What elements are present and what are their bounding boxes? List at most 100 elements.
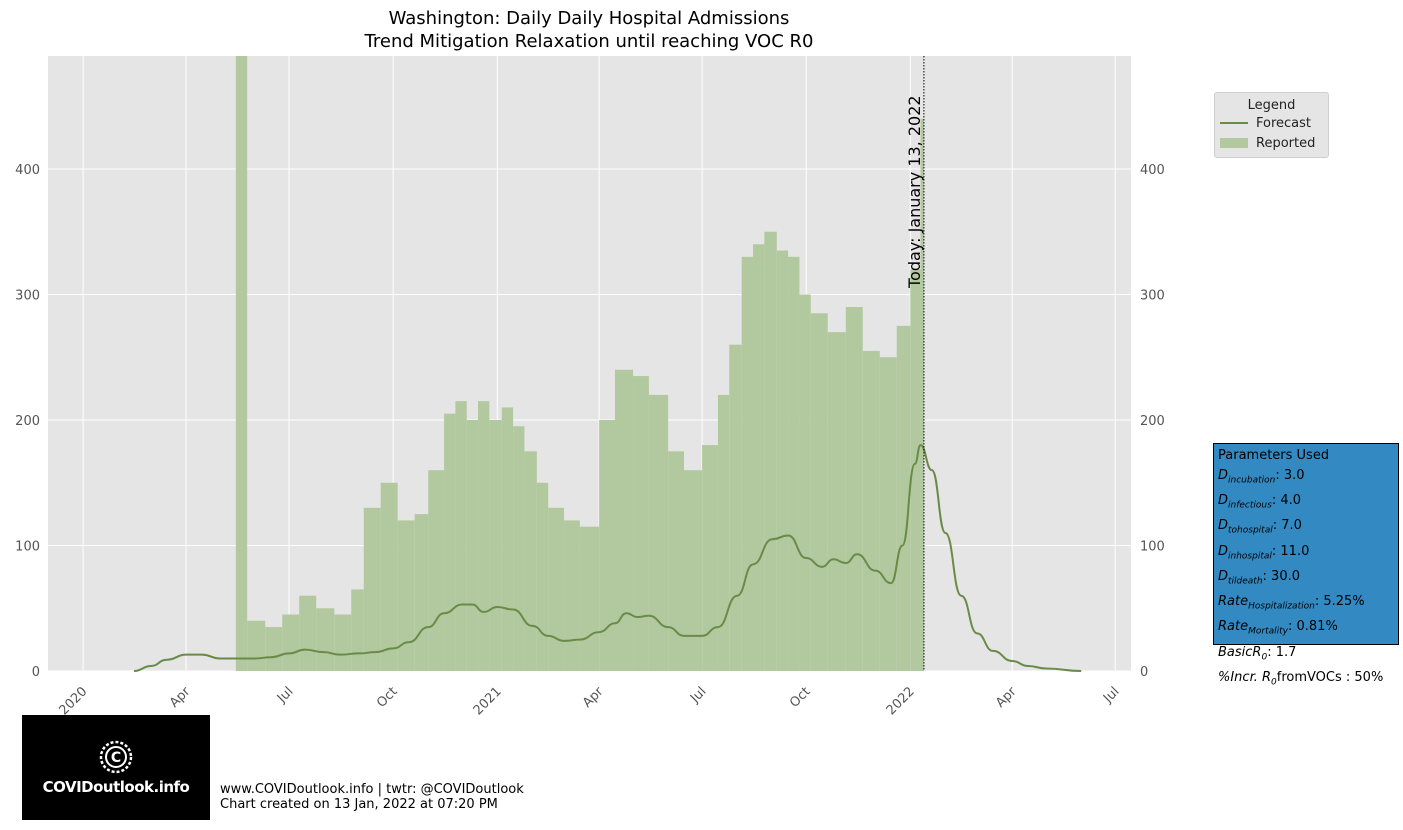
y-tick-right: 0 [1140,665,1148,680]
parameter-symbol: Rate [1218,619,1249,635]
footer-site: www.COVIDoutlook.info | twtr: @COVIDoutl… [220,782,524,797]
forecast-line [133,444,1082,672]
parameter-row: Dtohospital: 7.0 [1218,516,1398,541]
reported-bar [265,627,283,671]
reported-bar [282,614,300,671]
chart-title: Washington: Daily Daily Hospital Admissi… [389,8,790,29]
y-tick-right: 200 [1140,414,1165,429]
parameter-subscript: Hospitalization [1248,601,1315,612]
reported-bar [444,413,456,671]
reported-bars [235,56,924,671]
reported-bar [668,451,684,671]
y-tick-right: 400 [1140,163,1165,178]
parameter-value: fromVOCs : 50% [1276,670,1384,686]
reported-bar [334,614,352,671]
reported-bar [896,325,911,671]
reported-bar [810,313,828,671]
parameter-symbol: D [1218,568,1229,584]
parameter-row: Dinfectious: 4.0 [1218,491,1398,516]
reported-bar [235,56,248,671]
parameter-symbol: %Incr. R [1218,670,1272,686]
parameter-subscript: infectious [1228,500,1272,511]
reported-bar [799,294,811,671]
parameter-symbol: Rate [1218,594,1249,610]
reported-bar [397,520,415,671]
reported-bar [776,250,789,671]
reported-bar [879,357,897,671]
today-label: Today: January 13, 2022 [905,95,924,289]
reported-bar [633,376,649,671]
reported-bar [548,507,565,671]
reported-bar [741,256,754,671]
parameter-row: Dincubation: 3.0 [1218,466,1398,491]
parameter-value: : 11.0 [1271,543,1310,559]
parameter-row: Dtildeath: 30.0 [1218,567,1398,592]
reported-bar [579,526,600,671]
legend-label-forecast: Forecast [1256,115,1312,131]
reported-bar [489,419,502,671]
parameter-value: : 0.81% [1287,619,1338,635]
y-tick-left: 200 [15,414,40,429]
x-tick-label: 2020 [56,684,90,718]
reported-bar [524,451,537,671]
reported-bar [501,407,514,671]
parameter-row: %Incr. R0fromVOCs : 50% [1218,668,1398,693]
parameter-symbol: D [1218,543,1229,559]
legend-title: Legend [1247,98,1296,113]
parameter-subscript: Mortality [1248,627,1288,638]
parameter-symbol: D [1218,518,1229,534]
footer: www.COVIDoutlook.info | twtr: @COVIDoutl… [220,782,524,812]
x-tick-label: Jul [687,684,709,706]
parameter-symbol: D [1218,467,1229,483]
reported-bar [683,470,703,671]
reported-bar [513,426,525,671]
footer-created: Chart created on 13 Jan, 2022 at 07:20 P… [220,797,498,812]
parameter-value: : 7.0 [1272,518,1302,534]
parameter-row: RateMortality: 0.81% [1218,617,1398,642]
x-tick-label: Oct [787,684,814,711]
x-tick-label: Jul [1100,684,1122,706]
parameter-subscript: incubation [1228,475,1276,486]
y-tick-left: 400 [15,163,40,178]
reported-bar [414,514,429,671]
x-tick-label: Apr [580,684,607,711]
reported-bar [351,589,364,671]
chart-subtitle: Trend Mitigation Relaxation until reachi… [364,31,814,52]
reported-bar [564,520,580,671]
legend-label-reported: Reported [1256,135,1316,151]
x-tick-label: Apr [167,684,194,711]
parameter-row: Dinhospital: 11.0 [1218,542,1398,567]
y-tick-left: 100 [15,539,40,554]
reported-bar [299,595,317,671]
parameter-symbol: D [1218,493,1229,508]
y-axis: 0 0 100 100 200 200 300 300 400 400 [15,163,1165,680]
parameter-subscript: 0 [1271,677,1277,688]
parameter-value: : 1.7 [1267,644,1297,660]
legend: Legend Forecast Reported [1214,92,1329,158]
reported-bar [862,350,880,671]
x-tick-label: 2021 [471,684,505,718]
reported-bar [788,256,800,671]
forecast-swatch [1220,122,1248,124]
reported-bar [455,401,467,671]
reported-bar [466,419,479,671]
x-tick-label: 2022 [884,684,918,718]
reported-bar [648,394,669,671]
x-tick-label: Oct [374,684,401,711]
parameters-box: Parameters Used Dincubation: 3.0 Dinfecti… [1213,443,1399,688]
y-tick-right: 300 [1140,288,1165,303]
reported-bar [599,419,615,671]
reported-bar [363,507,381,671]
x-axis: 2020 Apr Jul Oct 2021 Apr Jul Oct 2022 Apr Jul [56,684,1122,718]
parameters-title: Parameters Used [1218,448,1330,463]
reported-bar [845,307,863,671]
reported-bar [910,269,921,671]
parameter-value: : 5.25% [1314,594,1365,610]
logo-mark-icon: C [99,740,133,774]
x-tick-label: Jul [274,684,296,706]
parameter-row: BasicR0: 1.7 [1218,643,1398,668]
reported-bar [920,118,924,671]
parameter-subscript: tohospital [1228,525,1273,536]
reported-bar [428,470,445,671]
